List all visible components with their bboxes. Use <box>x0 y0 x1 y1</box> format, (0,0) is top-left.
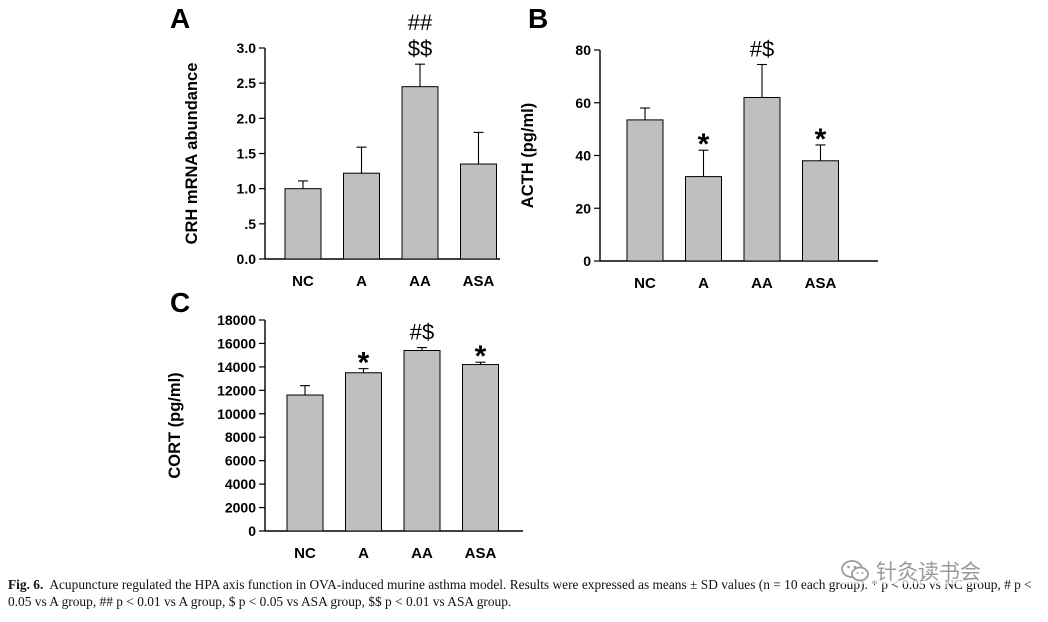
panel-b-bar <box>626 119 664 262</box>
panel-a-ytick-label: 1.0 <box>237 181 257 197</box>
panel-c-ylabel: CORT (pg/ml) <box>166 372 184 478</box>
panel-b-xtick-label: ASA <box>805 275 837 292</box>
panel-a-ytick-label: 3.0 <box>237 40 257 56</box>
watermark-text: 针灸读书会 <box>876 560 981 584</box>
panel-c-significance-marker: * <box>475 340 487 373</box>
panel-c-ytick-label: 4000 <box>225 476 256 492</box>
panel-b-xtick-label: A <box>698 275 709 292</box>
panel-c-ytick-label: 10000 <box>217 406 256 422</box>
panel-c-xtick-label: A <box>358 545 369 562</box>
panel-a-bar <box>284 188 322 260</box>
panel-b-ylabel: ACTH (pg/ml) <box>519 103 537 208</box>
figure-canvas: A 0.0 .5 1.0 1.5 2.0 2.5 3.0 CRH mRNA abundance N… <box>166 3 878 562</box>
panel-b-ytick-label: 0 <box>583 253 591 269</box>
panel-c-ytick-label: 18000 <box>217 312 256 328</box>
panel-c-letter: C <box>170 287 190 318</box>
panel-a-xtick-label: AA <box>409 273 431 290</box>
panel-b-significance-marker: * <box>815 123 827 156</box>
panel-a-ytick-label: .5 <box>244 216 256 232</box>
panel-c-xtick-label: ASA <box>465 545 497 562</box>
panel-a-significance-marker: $$ <box>408 36 432 61</box>
panel-c-ytick-label: 14000 <box>217 359 256 375</box>
watermark: 针灸读书会 <box>840 558 981 584</box>
panel-c-bar <box>345 372 382 532</box>
panel-a-letter: A <box>170 3 190 34</box>
panel-b-ytick-label: 80 <box>575 42 591 58</box>
panel-a-ylabel: CRH mRNA abundance <box>183 63 201 245</box>
figure-caption: Fig. 6. Acupuncture regulated the HPA ax… <box>8 576 1040 610</box>
panel-a-bar <box>460 163 497 260</box>
panel-a-ytick-label: 2.0 <box>237 110 257 126</box>
panel-c-significance-marker: #$ <box>410 320 434 345</box>
panel-b-ytick-label: 20 <box>575 200 591 216</box>
panel-a-ytick-label: 1.5 <box>237 146 257 162</box>
panel-a-ytick-label: 2.5 <box>237 75 257 91</box>
caption-text: Acupuncture regulated the HPA axis funct… <box>8 577 1032 609</box>
panel-b-xtick-label: AA <box>751 275 773 292</box>
panel-b-bar <box>802 160 839 262</box>
panel-c-bar <box>462 364 499 532</box>
caption-label: Fig. 6. <box>8 577 44 592</box>
panel-c-ytick-label: 12000 <box>217 382 256 398</box>
panel-a-bar <box>401 86 439 260</box>
panel-a-bar <box>343 172 380 260</box>
panel-a-ytick-label: 0.0 <box>237 251 257 267</box>
panel-c-ytick-label: 16000 <box>217 335 256 351</box>
panel-b-ytick-label: 60 <box>575 95 591 111</box>
panel-c-bar <box>286 394 324 532</box>
panel-c-ytick-label: 2000 <box>225 500 256 516</box>
panel-c-ytick-label: 8000 <box>225 429 256 445</box>
panel-b-bar <box>685 176 722 262</box>
panel-b-bar <box>743 96 781 262</box>
wechat-icon <box>841 560 869 582</box>
panel-b-letter: B <box>528 3 548 34</box>
panel-c-ytick-label: 0 <box>248 523 256 539</box>
panel-a-xtick-label: NC <box>292 273 314 290</box>
panel-c-xtick-label: AA <box>411 545 433 562</box>
panel-c-bar <box>403 349 441 532</box>
panel-a-xtick-label: ASA <box>463 273 495 290</box>
panel-b-ytick-label: 40 <box>575 148 591 164</box>
panel-a-xtick-label: A <box>356 273 367 290</box>
panel-c-xtick-label: NC <box>294 545 316 562</box>
panel-c-ytick-label: 6000 <box>225 453 256 469</box>
panel-b-xtick-label: NC <box>634 275 656 292</box>
panel-a-significance-marker: ## <box>408 10 433 35</box>
panel-b-significance-marker: #$ <box>750 37 774 62</box>
panel-b-significance-marker: * <box>698 128 710 161</box>
panel-c-significance-marker: * <box>358 347 370 380</box>
